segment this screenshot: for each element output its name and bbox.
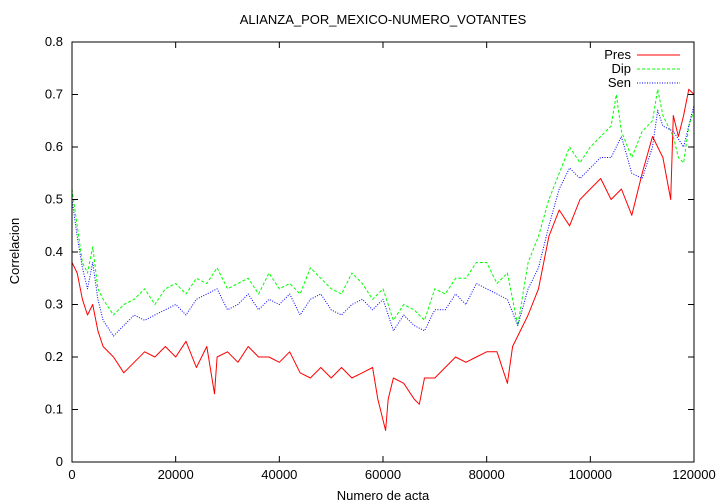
legend-label-pres: Pres (604, 47, 631, 62)
y-tick-label: 0.5 (45, 192, 63, 207)
y-axis-label: Correlacion (7, 218, 22, 284)
y-tick-label: 0 (56, 454, 63, 469)
plot-frame (71, 41, 695, 463)
x-tick-label: 60000 (365, 467, 401, 482)
chart-title: ALIANZA_POR_MEXICO-NUMERO_VOTANTES (240, 12, 527, 27)
y-tick-label: 0.6 (45, 139, 63, 154)
legend-label-sen: Sen (608, 75, 631, 90)
x-tick-label: 0 (68, 467, 75, 482)
x-tick-label: 40000 (261, 467, 297, 482)
y-tick-label: 0.1 (45, 402, 63, 417)
y-tick-label: 0.3 (45, 297, 63, 312)
y-tick-label: 0.7 (45, 87, 63, 102)
y-tick-label: 0.4 (45, 244, 63, 259)
series-layer (71, 88, 695, 431)
series-line-pres (71, 88, 695, 431)
x-tick-label: 120000 (672, 467, 715, 482)
x-tick-label: 80000 (469, 467, 505, 482)
y-tick-label: 0.2 (45, 349, 63, 364)
series-line-dip (71, 88, 695, 326)
axis-layer: 0 20000 40000 60000 80000 100000 120000 0 0.1 0.2… (45, 34, 716, 482)
y-tick-label: 0.8 (45, 34, 63, 49)
x-tick-label: 100000 (569, 467, 612, 482)
legend-label-dip: Dip (611, 61, 631, 76)
x-axis-label: Numero de acta (337, 488, 430, 503)
series-line-sen (71, 104, 695, 337)
x-tick-label: 20000 (158, 467, 194, 482)
